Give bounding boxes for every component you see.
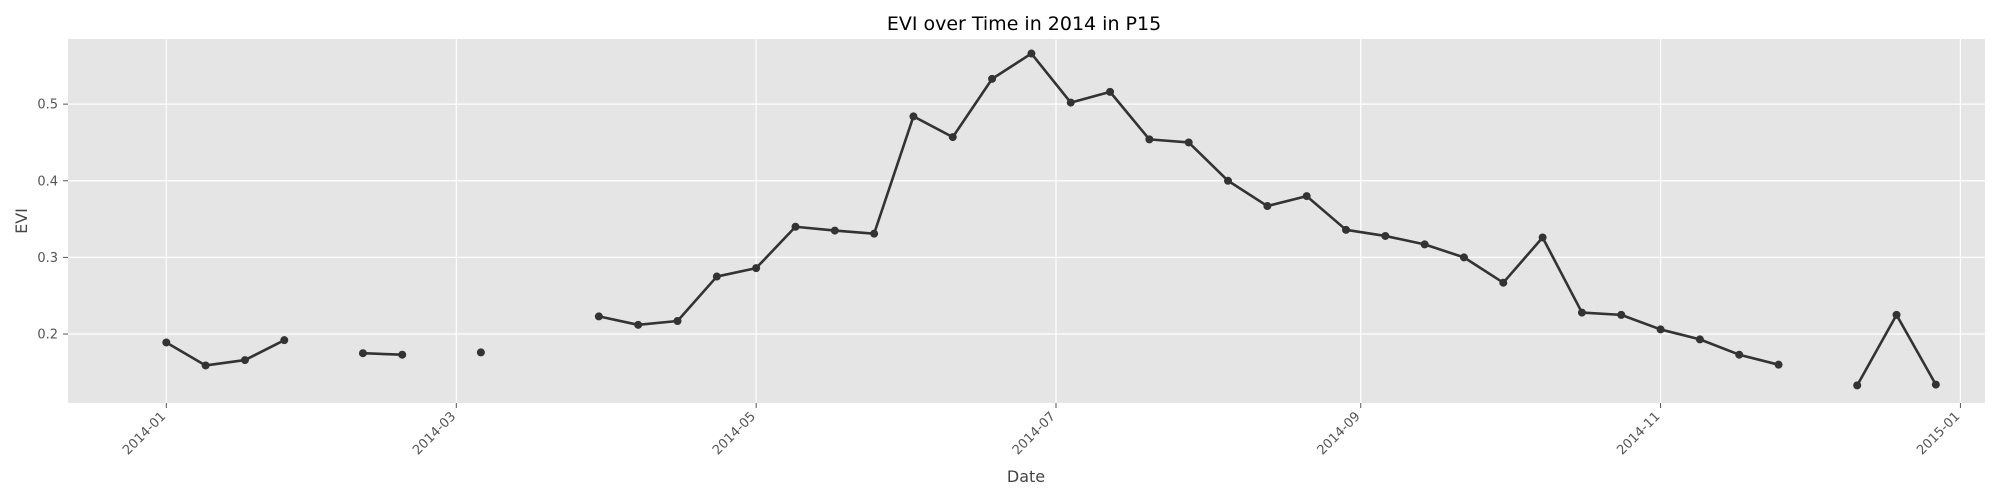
x-tick-label: 2014-03	[410, 409, 459, 458]
data-point	[870, 229, 879, 238]
data-point	[791, 222, 800, 231]
x-tick-label: 2014-11	[1614, 409, 1663, 458]
data-point	[240, 356, 249, 365]
data-point	[1106, 87, 1115, 96]
data-point	[1381, 231, 1390, 240]
chart-title: EVI over Time in 2014 in P15	[887, 13, 1161, 35]
series-layer	[162, 49, 1940, 390]
data-point	[1735, 350, 1744, 359]
y-axis-ticks: 0.2 0.3 0.4 0.5	[37, 98, 68, 343]
data-point	[1538, 233, 1547, 242]
data-point	[673, 317, 682, 326]
data-point	[830, 226, 839, 235]
data-point	[280, 336, 289, 345]
data-point	[1224, 176, 1233, 185]
data-point	[476, 348, 485, 357]
series-line-segment	[361, 351, 404, 357]
data-point	[1499, 278, 1508, 287]
data-point	[634, 320, 643, 329]
grid	[68, 39, 1985, 403]
data-point	[1066, 98, 1075, 107]
data-point	[1695, 335, 1704, 344]
data-point	[1459, 253, 1468, 262]
data-point	[909, 112, 918, 121]
data-point	[1027, 49, 1036, 58]
data-point	[162, 338, 171, 347]
data-point	[1263, 202, 1272, 211]
data-point	[1853, 381, 1862, 390]
x-tick-label: 2015-01	[1914, 409, 1963, 458]
data-point	[201, 361, 210, 370]
y-tick-label: 0.4	[37, 174, 58, 189]
x-tick-label: 2014-07	[1010, 409, 1059, 458]
y-tick-label: 0.2	[37, 328, 58, 343]
data-point	[948, 133, 957, 142]
data-point	[1184, 138, 1193, 147]
x-axis-ticks: 2014-01 2014-03 2014-05 2014-07 2014-09 2014-…	[120, 403, 1963, 458]
series-line-segment	[165, 338, 286, 367]
data-point	[1892, 310, 1901, 319]
plot-area	[68, 39, 1985, 403]
y-axis-label: EVI	[12, 208, 31, 234]
data-point	[1420, 240, 1429, 249]
data-point	[988, 74, 997, 83]
data-point	[1302, 192, 1311, 201]
data-point	[594, 312, 603, 321]
data-point	[1617, 310, 1626, 319]
data-point	[1656, 325, 1665, 334]
data-point	[1774, 360, 1783, 369]
y-tick-label: 0.5	[37, 98, 58, 113]
data-point	[712, 272, 721, 281]
x-tick-label: 2014-01	[120, 409, 169, 458]
data-point	[1577, 308, 1586, 317]
x-tick-label: 2014-09	[1315, 409, 1364, 458]
x-axis-label: Date	[1007, 467, 1045, 486]
y-tick-label: 0.3	[37, 251, 58, 266]
data-point	[1342, 225, 1350, 234]
data-point	[1931, 380, 1940, 389]
data-point	[358, 349, 367, 358]
data-point	[1145, 135, 1154, 144]
data-point	[398, 350, 407, 359]
x-tick-label: 2014-05	[710, 409, 759, 458]
data-point	[752, 264, 761, 273]
